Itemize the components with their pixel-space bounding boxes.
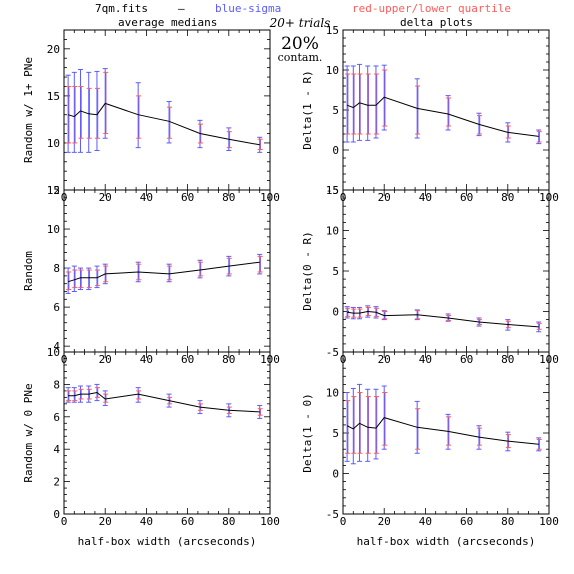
y-tick-label: 0 xyxy=(53,508,60,521)
plot-frame xyxy=(63,351,271,515)
x-tick-label: 60 xyxy=(460,515,473,528)
x-tick-label: 60 xyxy=(460,191,473,204)
header-legend-quartile: red-upper/lower quartile xyxy=(352,2,511,15)
y-tick-label: 0 xyxy=(332,468,339,481)
y-tick-label: 10 xyxy=(326,64,339,77)
y-tick-label: 10 xyxy=(47,137,60,150)
y-axis-label: Delta(1 - R) xyxy=(301,70,314,149)
x-tick-label: 40 xyxy=(140,353,153,366)
x-tick-label: 80 xyxy=(501,353,514,366)
median-series-line xyxy=(67,261,260,283)
y-tick-label: 5 xyxy=(332,104,339,117)
y-tick-label: 8 xyxy=(53,378,60,391)
y-tick-label: 4 xyxy=(53,443,60,456)
y-axis-label: Random w/ 1+ PNe xyxy=(22,57,35,163)
header-legend-sigma: blue-sigma xyxy=(215,2,281,15)
header-contamination-percent: 20% xyxy=(281,34,319,54)
plot-frame xyxy=(342,29,550,191)
header-dash: — xyxy=(178,2,185,15)
plot-frame xyxy=(63,189,271,353)
x-tick-label: 40 xyxy=(419,515,432,528)
x-tick-label: 100 xyxy=(260,515,280,528)
median-series-line xyxy=(346,96,539,137)
x-tick-label: 20 xyxy=(378,353,391,366)
y-tick-label: 4 xyxy=(53,340,60,353)
y-tick-label: 5 xyxy=(332,427,339,440)
x-tick-label: 60 xyxy=(181,515,194,528)
plot-frame xyxy=(342,351,550,515)
x-axis-label: half-box width (arcseconds) xyxy=(357,535,536,548)
y-tick-label: 12 xyxy=(47,184,60,197)
x-tick-label: 40 xyxy=(140,515,153,528)
median-series-line xyxy=(68,391,260,413)
x-tick-label: 80 xyxy=(501,515,514,528)
y-tick-label: 6 xyxy=(53,411,60,424)
median-series-line xyxy=(67,102,260,146)
x-tick-label: 40 xyxy=(419,353,432,366)
x-tick-label: 20 xyxy=(99,515,112,528)
plot-frame xyxy=(342,189,550,353)
x-tick-label: 60 xyxy=(181,191,194,204)
y-tick-label: 10 xyxy=(47,223,60,236)
panel-left-bottom: 0 20 40 60 80 100 0 2 4 6 8 10 Random w/ 0 PNe half-b… xyxy=(22,346,280,548)
panel-left-top: 0204060801005101520Random w/ 1+ PNe xyxy=(22,29,280,204)
y-tick-label: 15 xyxy=(326,24,339,37)
x-tick-label: 0 xyxy=(340,515,347,528)
x-tick-label: 80 xyxy=(222,353,235,366)
y-tick-label: 20 xyxy=(47,43,60,56)
header-contamination-word: contam. xyxy=(278,51,323,64)
x-tick-label: 80 xyxy=(222,515,235,528)
y-tick-label: -5 xyxy=(326,346,339,359)
x-tick-label: 20 xyxy=(99,353,112,366)
y-axis-label: Delta(0 - R) xyxy=(301,231,314,310)
y-axis-label: Delta(1 - 0) xyxy=(301,393,314,472)
y-tick-label: 0 xyxy=(332,144,339,157)
y-tick-label: 5 xyxy=(53,184,60,197)
plot-frame xyxy=(63,29,271,191)
y-tick-label: -5 xyxy=(326,184,339,197)
y-tick-label: -5 xyxy=(326,508,339,521)
x-tick-label: 40 xyxy=(419,191,432,204)
y-tick-label: 0 xyxy=(332,306,339,319)
header-trials: 20+ trials xyxy=(269,16,331,30)
x-tick-label: 80 xyxy=(501,191,514,204)
column-title-left: average medians xyxy=(118,16,217,29)
y-tick-label: 5 xyxy=(332,265,339,278)
y-tick-label: 15 xyxy=(47,90,60,103)
x-tick-label: 40 xyxy=(140,191,153,204)
x-tick-label: 20 xyxy=(99,191,112,204)
y-tick-label: 8 xyxy=(53,262,60,275)
x-axis-label: half-box width (arcseconds) xyxy=(78,535,257,548)
y-tick-label: 10 xyxy=(47,346,60,359)
column-title-right: delta plots xyxy=(400,16,473,29)
header-filename: 7qm.fits xyxy=(95,2,148,15)
x-tick-label: 100 xyxy=(539,515,559,528)
y-tick-label: 6 xyxy=(53,301,60,314)
x-tick-label: 80 xyxy=(222,191,235,204)
x-tick-label: 0 xyxy=(61,515,68,528)
median-series-line xyxy=(346,417,539,445)
y-tick-label: 10 xyxy=(326,387,339,400)
y-axis-label: Random xyxy=(22,251,35,291)
y-tick-label: 2 xyxy=(53,476,60,489)
y-axis-label: Random w/ 0 PNe xyxy=(22,383,35,482)
y-tick-label: 15 xyxy=(326,184,339,197)
x-tick-label: 60 xyxy=(181,353,194,366)
y-tick-label: 10 xyxy=(326,225,339,238)
median-series-line xyxy=(347,310,539,328)
x-tick-label: 20 xyxy=(378,515,391,528)
x-tick-label: 20 xyxy=(378,191,391,204)
x-tick-label: 60 xyxy=(460,353,473,366)
